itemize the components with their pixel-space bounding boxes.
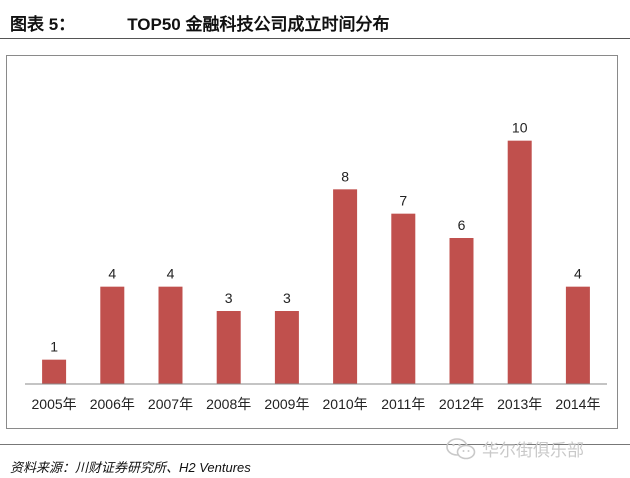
x-tick-label: 2014年 xyxy=(555,396,600,412)
x-tick-label: 2005年 xyxy=(32,396,77,412)
source-note: 资料来源：川财证券研究所、H2 Ventures xyxy=(10,460,251,475)
x-tick-label: 2007年 xyxy=(148,396,193,412)
data-label: 4 xyxy=(108,266,116,282)
header-divider xyxy=(0,38,630,39)
bar xyxy=(391,213,416,384)
data-label: 3 xyxy=(225,290,233,306)
x-tick-label: 2010年 xyxy=(323,396,368,412)
x-tick-label: 2006年 xyxy=(90,396,135,412)
data-label: 4 xyxy=(574,266,582,282)
bar xyxy=(333,189,358,384)
watermark-text: 华尔街俱乐部 xyxy=(482,441,584,460)
wechat-icon xyxy=(446,437,476,459)
bar xyxy=(158,286,183,384)
x-tick-label: 2008年 xyxy=(206,396,251,412)
bar xyxy=(42,359,67,384)
watermark: 华尔街俱乐部 xyxy=(446,436,584,461)
data-label: 4 xyxy=(167,266,175,282)
data-label: 8 xyxy=(341,168,349,184)
data-label: 1 xyxy=(50,339,58,355)
bar xyxy=(274,311,299,384)
chart-title: TOP50 金融科技公司成立时间分布 xyxy=(127,14,390,34)
bar xyxy=(565,286,590,384)
data-label: 3 xyxy=(283,290,291,306)
data-label: 7 xyxy=(399,193,407,209)
x-tick-label: 2011年 xyxy=(381,396,425,412)
figure-label: 图表 5： xyxy=(10,14,76,34)
x-tick-label: 2012年 xyxy=(439,396,484,412)
data-label: 6 xyxy=(458,217,466,233)
x-tick-label: 2013年 xyxy=(497,396,542,412)
bar xyxy=(100,286,125,384)
bar-chart: 1 2005年 4 2006年 4 2007年 3 2008年 3 2009年 8 2010年 7 201… xyxy=(25,120,607,412)
figure-header: 图表 5： TOP50 金融科技公司成立时间分布 xyxy=(10,6,620,38)
bar xyxy=(449,238,474,384)
data-label: 10 xyxy=(512,120,528,136)
chart-frame: 1 2005年 4 2006年 4 2007年 3 2008年 3 2009年 8 2010年 7 201… xyxy=(6,55,618,429)
bar xyxy=(216,311,241,384)
bar xyxy=(507,140,532,384)
x-tick-label: 2009年 xyxy=(264,396,309,412)
footer-divider xyxy=(0,444,630,445)
